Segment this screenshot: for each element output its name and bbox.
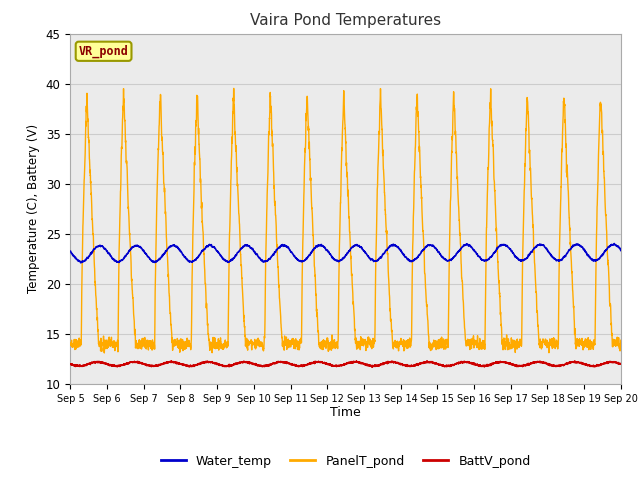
Text: VR_pond: VR_pond: [79, 45, 129, 58]
Title: Vaira Pond Temperatures: Vaira Pond Temperatures: [250, 13, 441, 28]
X-axis label: Time: Time: [330, 407, 361, 420]
Legend: Water_temp, PanelT_pond, BattV_pond: Water_temp, PanelT_pond, BattV_pond: [156, 450, 536, 473]
Y-axis label: Temperature (C), Battery (V): Temperature (C), Battery (V): [28, 124, 40, 293]
